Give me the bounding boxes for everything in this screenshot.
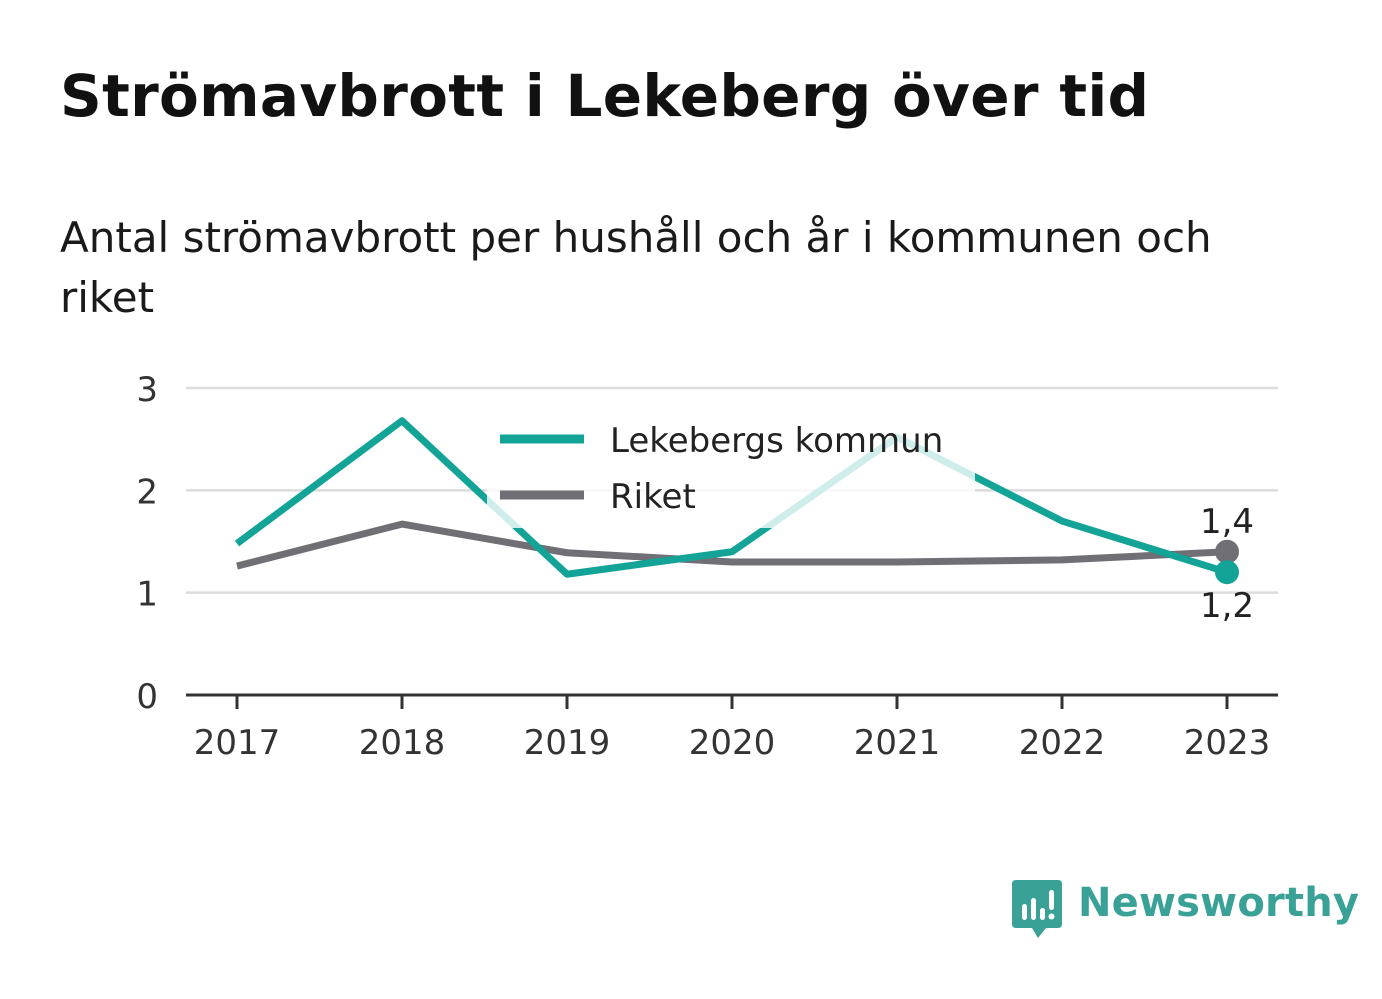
y-tick-label-3: 3: [136, 370, 158, 410]
brand-name: Newsworthy: [1078, 880, 1360, 926]
legend-label-lekebergs-kommun: Lekebergs kommun: [610, 421, 943, 461]
series-lekebergs-kommun: [234, 417, 1239, 585]
end-label-riket: 1,4: [1200, 502, 1254, 542]
x-tick-label-2017: 2017: [194, 723, 281, 763]
end-labels: 1,4 1,2: [1200, 502, 1254, 626]
legend-label-riket: Riket: [610, 477, 696, 517]
x-tick-label-2020: 2020: [689, 723, 776, 763]
y-tick-label-0: 0: [136, 677, 158, 717]
series-line-lekebergs-kommun: [234, 417, 1229, 578]
x-tick-label-2023: 2023: [1184, 723, 1271, 763]
axes: 0 1 2 3 2017 2018 2019 2020 2021 2022 2023: [136, 370, 1278, 763]
legend-backdrop: [487, 408, 975, 528]
end-point-riket: [1215, 539, 1239, 564]
end-point-lekebergs-kommun: [1215, 560, 1239, 585]
legend: Lekebergs kommun Riket: [487, 408, 975, 528]
x-tick-label-2018: 2018: [359, 723, 446, 763]
y-tick-label-2: 2: [136, 472, 158, 512]
x-tick-label-2021: 2021: [854, 723, 941, 763]
series-line-riket: [236, 520, 1228, 570]
x-tick-label-2019: 2019: [524, 723, 611, 763]
newsworthy-bar-chart-logo-icon: [1012, 880, 1062, 938]
newsworthy-logo: Newsworthy: [1010, 878, 1359, 942]
y-tick-label-1: 1: [136, 575, 158, 615]
x-tick-label-2022: 2022: [1019, 723, 1106, 763]
end-label-lekebergs-kommun: 1,2: [1200, 586, 1254, 626]
chart-subtitle: Antal strömavbrott per hushåll och år i …: [60, 213, 1212, 322]
chart-title: Strömavbrott i Lekeberg över tid: [60, 62, 1150, 130]
series-riket: [236, 520, 1239, 570]
